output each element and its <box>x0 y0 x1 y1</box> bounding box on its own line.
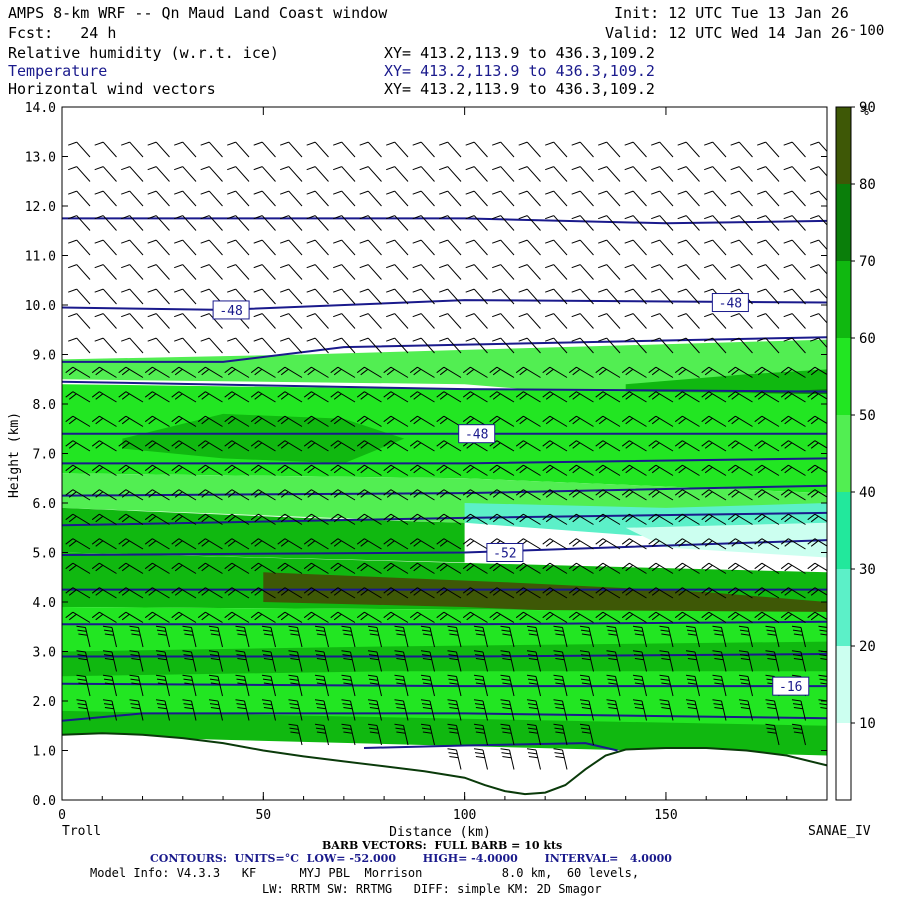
model-info-1: Model Info: V4.3.3 KF MYJ PBL Morrison 8… <box>90 866 640 880</box>
y-tick-label: 0.0 <box>33 794 56 809</box>
field-wind-xy: XY= 413.2,113.9 to 436.3,109.2 <box>384 80 655 98</box>
colorbar-frame <box>835 106 852 801</box>
isotherm-label: -16 <box>779 680 802 695</box>
x-tick-label: 50 <box>255 808 271 823</box>
colorbar-bin-3 <box>836 492 851 569</box>
terrain-line <box>61 732 828 796</box>
rh-layer-11 <box>62 607 827 751</box>
colorbar-tick-label: 30 <box>859 562 876 578</box>
y-tick-label: 3.0 <box>33 646 56 661</box>
axes: 0.0 1.0 2.0 3.0 4.0 5.0 6.0 7.0 8.0 9.0 10.0 11.0 12… <box>25 101 827 823</box>
isotherm-labels: -48 -48 -48 -52 -16 <box>212 293 810 696</box>
colorbar-tick-label: 10 <box>859 716 876 732</box>
isotherm-label-box <box>458 424 496 444</box>
isotherms <box>62 217 827 752</box>
left-endpoint: Troll <box>62 824 102 839</box>
isotherm-11 <box>62 653 827 658</box>
x-tick-label: 150 <box>654 808 677 823</box>
rh-layer-10 <box>263 572 827 622</box>
right-endpoint: SANAE_IV <box>808 824 871 839</box>
isotherm-label-box <box>212 300 250 320</box>
colorbar-tick-label: 40 <box>859 485 876 501</box>
colorbar-bin-2 <box>836 569 851 646</box>
y-tick-label: 11.0 <box>25 250 56 265</box>
colorbar-unit: % <box>861 104 869 119</box>
y-tick-label: 5.0 <box>33 547 56 562</box>
isotherm-12 <box>62 682 827 688</box>
isotherm-label: -48 <box>219 304 242 319</box>
colorbar-bin-7 <box>836 184 851 261</box>
isotherm-10 <box>62 620 827 626</box>
rh-layer-3 <box>62 384 827 494</box>
barb-legend: BARB VECTORS: FULL BARB = 10 kts <box>322 839 563 852</box>
y-tick-label: 2.0 <box>33 695 56 710</box>
colorbar-tick-label: 100 <box>859 23 884 39</box>
isotherm-2 <box>62 336 827 363</box>
x-tick-label: 100 <box>453 808 476 823</box>
field-temp-xy: XY= 413.2,113.9 to 436.3,109.2 <box>384 62 655 80</box>
colorbar-bin-8 <box>836 107 851 184</box>
y-tick-label: 14.0 <box>25 101 56 116</box>
y-tick-label: 4.0 <box>33 596 56 611</box>
isotherm-label: -52 <box>493 547 516 562</box>
colorbar-tick-label: 90 <box>859 100 876 116</box>
isotherm-3 <box>62 380 827 393</box>
isotherm-8 <box>62 539 827 556</box>
isotherm-label-box <box>772 676 810 696</box>
isotherm-5 <box>62 457 827 465</box>
y-axis-label: Height (km) <box>7 412 22 498</box>
init-time: Init: 12 UTC Tue 13 Jan 26 <box>614 4 849 22</box>
colorbar-tick-label: 50 <box>859 408 876 424</box>
y-tick-label: 1.0 <box>33 745 56 760</box>
model-info-2: LW: RRTM SW: RRTMG DIFF: simple KM: 2D S… <box>262 882 602 896</box>
isotherm-label-box <box>486 543 524 562</box>
colorbar-bin-4 <box>836 415 851 492</box>
terrain <box>61 732 828 800</box>
isotherm-label: -48 <box>465 428 488 443</box>
y-tick-label: 13.0 <box>25 151 56 166</box>
colorbar-bin-5 <box>836 338 851 415</box>
isotherm-0 <box>62 217 827 225</box>
valid-time: Valid: 12 UTC Wed 14 Jan 26 <box>605 24 849 42</box>
colorbar-tick-label: 20 <box>859 639 876 655</box>
field-temp-label: Temperature <box>8 62 108 80</box>
wind-barbs <box>65 141 827 770</box>
colorbar-bin-0 <box>836 723 851 800</box>
y-tick-label: 9.0 <box>33 349 56 364</box>
isotherm-1 <box>62 299 827 311</box>
colorbar-tick-label: 70 <box>859 254 876 270</box>
y-tick-label: 12.0 <box>25 200 56 215</box>
colorbar-bin-6 <box>836 261 851 338</box>
wind-barb-set <box>65 141 827 770</box>
rh-layer-7 <box>62 507 465 563</box>
contour-legend: CONTOURS: UNITS=°C LOW= -52.000 HIGH= -4… <box>150 852 672 865</box>
y-tick-label: 7.0 <box>33 448 56 463</box>
field-wind-label: Horizontal wind vectors <box>8 80 216 98</box>
field-rh-xy: XY= 413.2,113.9 to 436.3,109.2 <box>384 44 655 62</box>
forecast-hour: Fcst: 24 h <box>8 24 117 42</box>
isotherm-label-box <box>711 293 749 313</box>
x-tick-label: 0 <box>58 808 66 823</box>
y-tick-label: 8.0 <box>33 398 56 413</box>
rh-layer-4 <box>122 413 405 464</box>
isotherm-7 <box>62 511 827 527</box>
y-tick-label: 10.0 <box>25 299 56 314</box>
rh-layer-13 <box>62 710 827 756</box>
field-rh-label: Relative humidity (w.r.t. ice) <box>8 44 279 62</box>
rh-layer-8 <box>625 522 827 558</box>
rh-fill <box>62 339 827 756</box>
colorbar-tick-label: 80 <box>859 177 876 193</box>
x-axis-label: Distance (km) <box>389 825 491 840</box>
colorbar: 10 20 30 40 50 60 70 80 90 100% <box>835 23 884 801</box>
chart-title: AMPS 8-km WRF -- Qn Maud Land Coast wind… <box>8 4 388 22</box>
colorbar-bin-1 <box>836 646 851 723</box>
y-tick-label: 6.0 <box>33 497 56 512</box>
colorbar-tick-label: 60 <box>859 331 876 347</box>
rh-layer-12 <box>62 641 827 677</box>
isotherm-14 <box>363 742 618 752</box>
isotherm-label: -48 <box>719 297 742 312</box>
isotherm-6 <box>62 484 827 497</box>
